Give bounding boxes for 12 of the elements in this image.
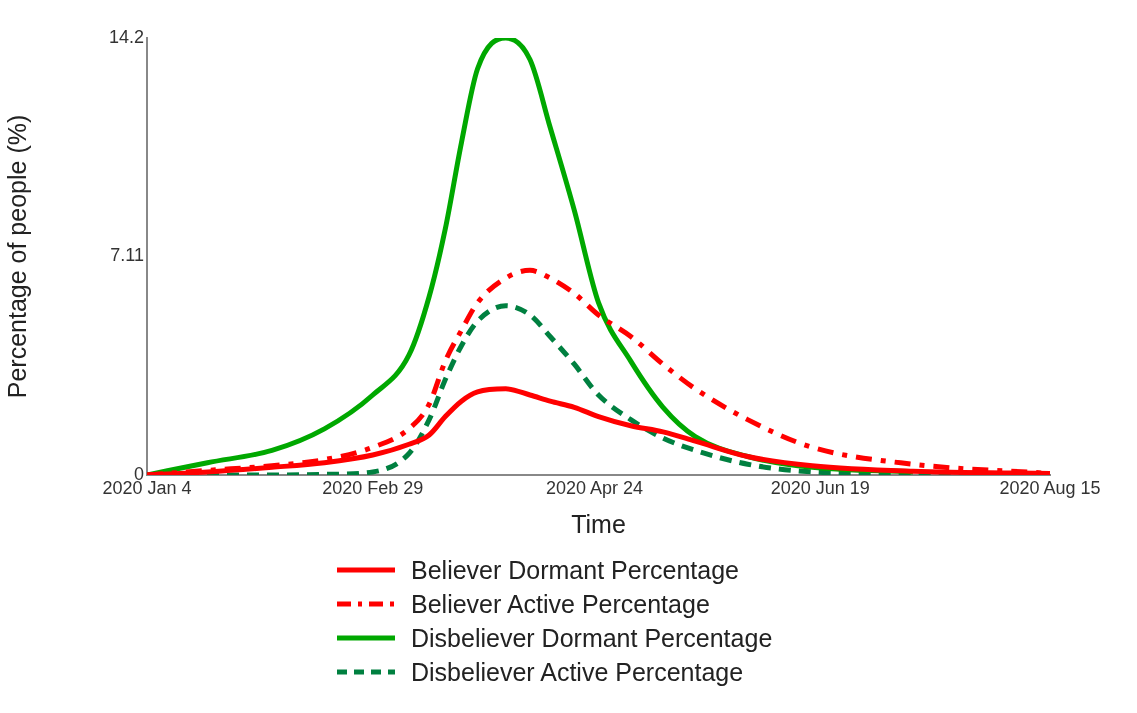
y-tick-label: 7.11	[110, 245, 144, 266]
x-tick-label: 2020 Apr 24	[545, 477, 644, 498]
legend-label: Disbeliever Dormant Percentage	[411, 623, 773, 653]
x-axis-title: Time	[571, 509, 626, 538]
legend-label: Believer Dormant Percentage	[411, 555, 739, 585]
x-tick-label: 2020 Aug 15	[999, 477, 1101, 498]
y-axis-title: Percentage of people (%)	[2, 114, 31, 399]
y-tick-label: 14.2	[108, 26, 144, 47]
legend-label: Believer Active Percentage	[411, 589, 710, 619]
legend-label: Disbeliever Active Percentage	[411, 657, 744, 687]
x-tick-label: 2020 Feb 29	[322, 477, 424, 498]
x-tick-label: 2020 Jun 19	[770, 477, 870, 498]
